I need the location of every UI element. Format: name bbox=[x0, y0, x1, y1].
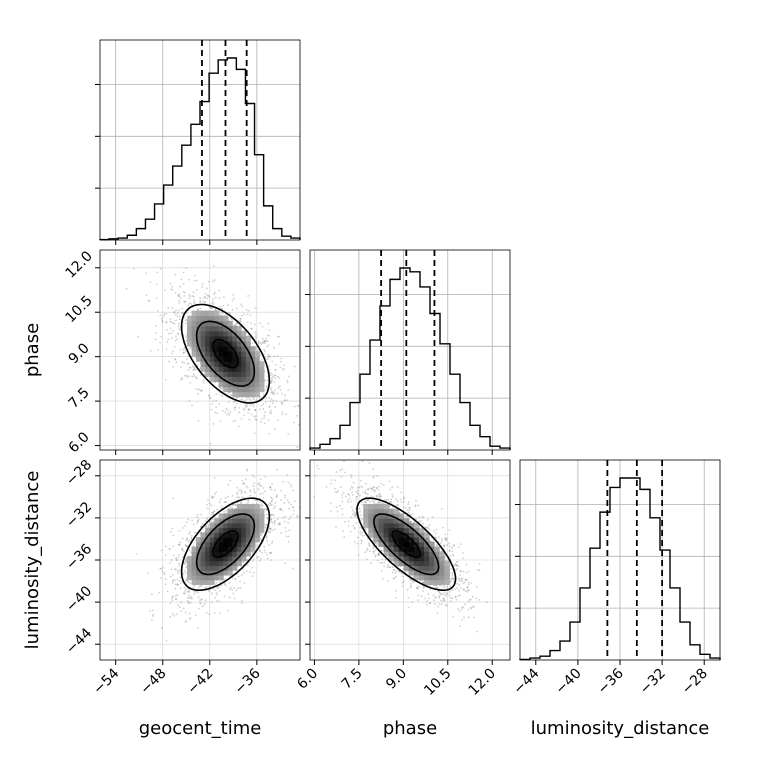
scatter-panel-phase_vs_geocent_time bbox=[100, 250, 300, 450]
density-cells bbox=[187, 503, 265, 585]
histogram-panel-luminosity_distance bbox=[515, 460, 721, 661]
x-axis-label-geocent_time: geocent_time bbox=[139, 718, 262, 739]
contour-line bbox=[212, 338, 239, 369]
scatter-panel-luminosity_distance_vs_phase bbox=[310, 460, 510, 660]
x-axis-label-luminosity_distance: luminosity_distance bbox=[531, 718, 710, 739]
contour-line bbox=[195, 513, 256, 576]
contour-line bbox=[180, 303, 271, 404]
scatter-panel-luminosity_distance_vs_geocent_time bbox=[100, 460, 300, 660]
scatter-frame bbox=[99, 249, 301, 451]
contour-line bbox=[195, 320, 256, 387]
histogram-panel-geocent_time bbox=[95, 40, 301, 241]
y-axis-label-luminosity_distance: luminosity_distance bbox=[22, 471, 43, 650]
histogram-step bbox=[519, 477, 721, 661]
density-cells bbox=[363, 503, 450, 585]
y-axis-label-phase: phase bbox=[22, 323, 43, 377]
contour-line bbox=[391, 530, 422, 559]
histogram-frame bbox=[99, 39, 301, 241]
contour-line bbox=[356, 497, 457, 591]
histogram-frame bbox=[309, 249, 511, 451]
contour-line bbox=[180, 497, 271, 591]
x-axis-label-phase: phase bbox=[383, 718, 437, 739]
contour-line bbox=[373, 513, 440, 576]
histogram-panel-phase bbox=[305, 250, 511, 450]
contour-line bbox=[212, 530, 239, 559]
histogram-step bbox=[99, 57, 301, 241]
histogram-step bbox=[309, 267, 511, 450]
density-cells bbox=[187, 310, 265, 398]
